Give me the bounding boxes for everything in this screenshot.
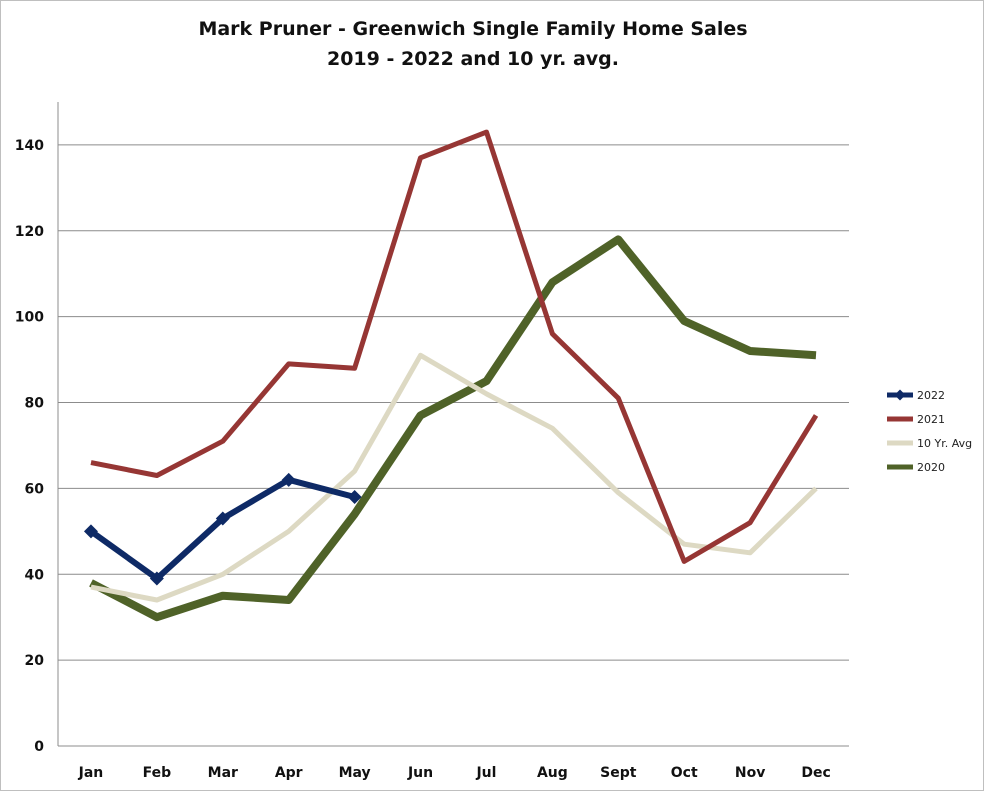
y-tick-label: 120 [15, 224, 44, 240]
x-tick-label-may: May [339, 765, 371, 781]
legend-marker-2022 [894, 389, 906, 401]
y-tick-label: 20 [25, 653, 45, 669]
y-tick-label: 80 [25, 396, 45, 412]
x-tick-label-mar: Mar [208, 765, 238, 781]
legend-label-10-yr-avg: 10 Yr. Avg [917, 437, 972, 450]
series-line-2020 [89, 235, 817, 622]
x-tick-label-nov: Nov [735, 765, 765, 781]
legend-label-2022: 2022 [917, 389, 945, 402]
x-tick-label-aug: Aug [537, 765, 568, 781]
data-point-2022-feb [149, 571, 164, 586]
legend-label-2020: 2020 [917, 461, 945, 474]
chart-subtitle: 2019 - 2022 and 10 yr. avg. [327, 48, 619, 70]
x-tick-label-jul: Jul [475, 765, 496, 781]
x-tick-label-sept: Sept [600, 765, 637, 781]
chart-title: Mark Pruner - Greenwich Single Family Ho… [198, 18, 747, 40]
series-line-10-yr-avg [90, 352, 818, 603]
data-point-2022-jan [83, 524, 98, 539]
x-tick-label-feb: Feb [143, 765, 172, 781]
legend: 2022 2021 10 Yr. Avg 2020 [887, 389, 972, 474]
y-tick-label: 60 [25, 481, 45, 497]
x-tick-label-jun: Jun [407, 765, 433, 781]
x-tick-label-apr: Apr [275, 765, 303, 781]
legend-label-2021: 2021 [917, 413, 945, 426]
data-point-2022-apr [281, 472, 296, 487]
data-point-2022-mar [215, 511, 230, 526]
gridlines [58, 144, 849, 661]
data-point-2022-may [347, 489, 362, 504]
y-tick-label: 140 [15, 138, 44, 154]
data-series [83, 129, 819, 622]
series-line-2021 [90, 129, 819, 564]
y-tick-label: 40 [25, 567, 45, 583]
x-tick-label-dec: Dec [801, 765, 830, 781]
axes: 0 20 40 60 80 100 120 140 Jan Feb Mar Apr May Jun Jul A… [15, 102, 849, 781]
x-tick-label-oct: Oct [671, 765, 698, 781]
y-tick-label: 0 [34, 739, 44, 755]
y-tick-label: 100 [15, 310, 44, 326]
x-tick-label-jan: Jan [78, 765, 104, 781]
